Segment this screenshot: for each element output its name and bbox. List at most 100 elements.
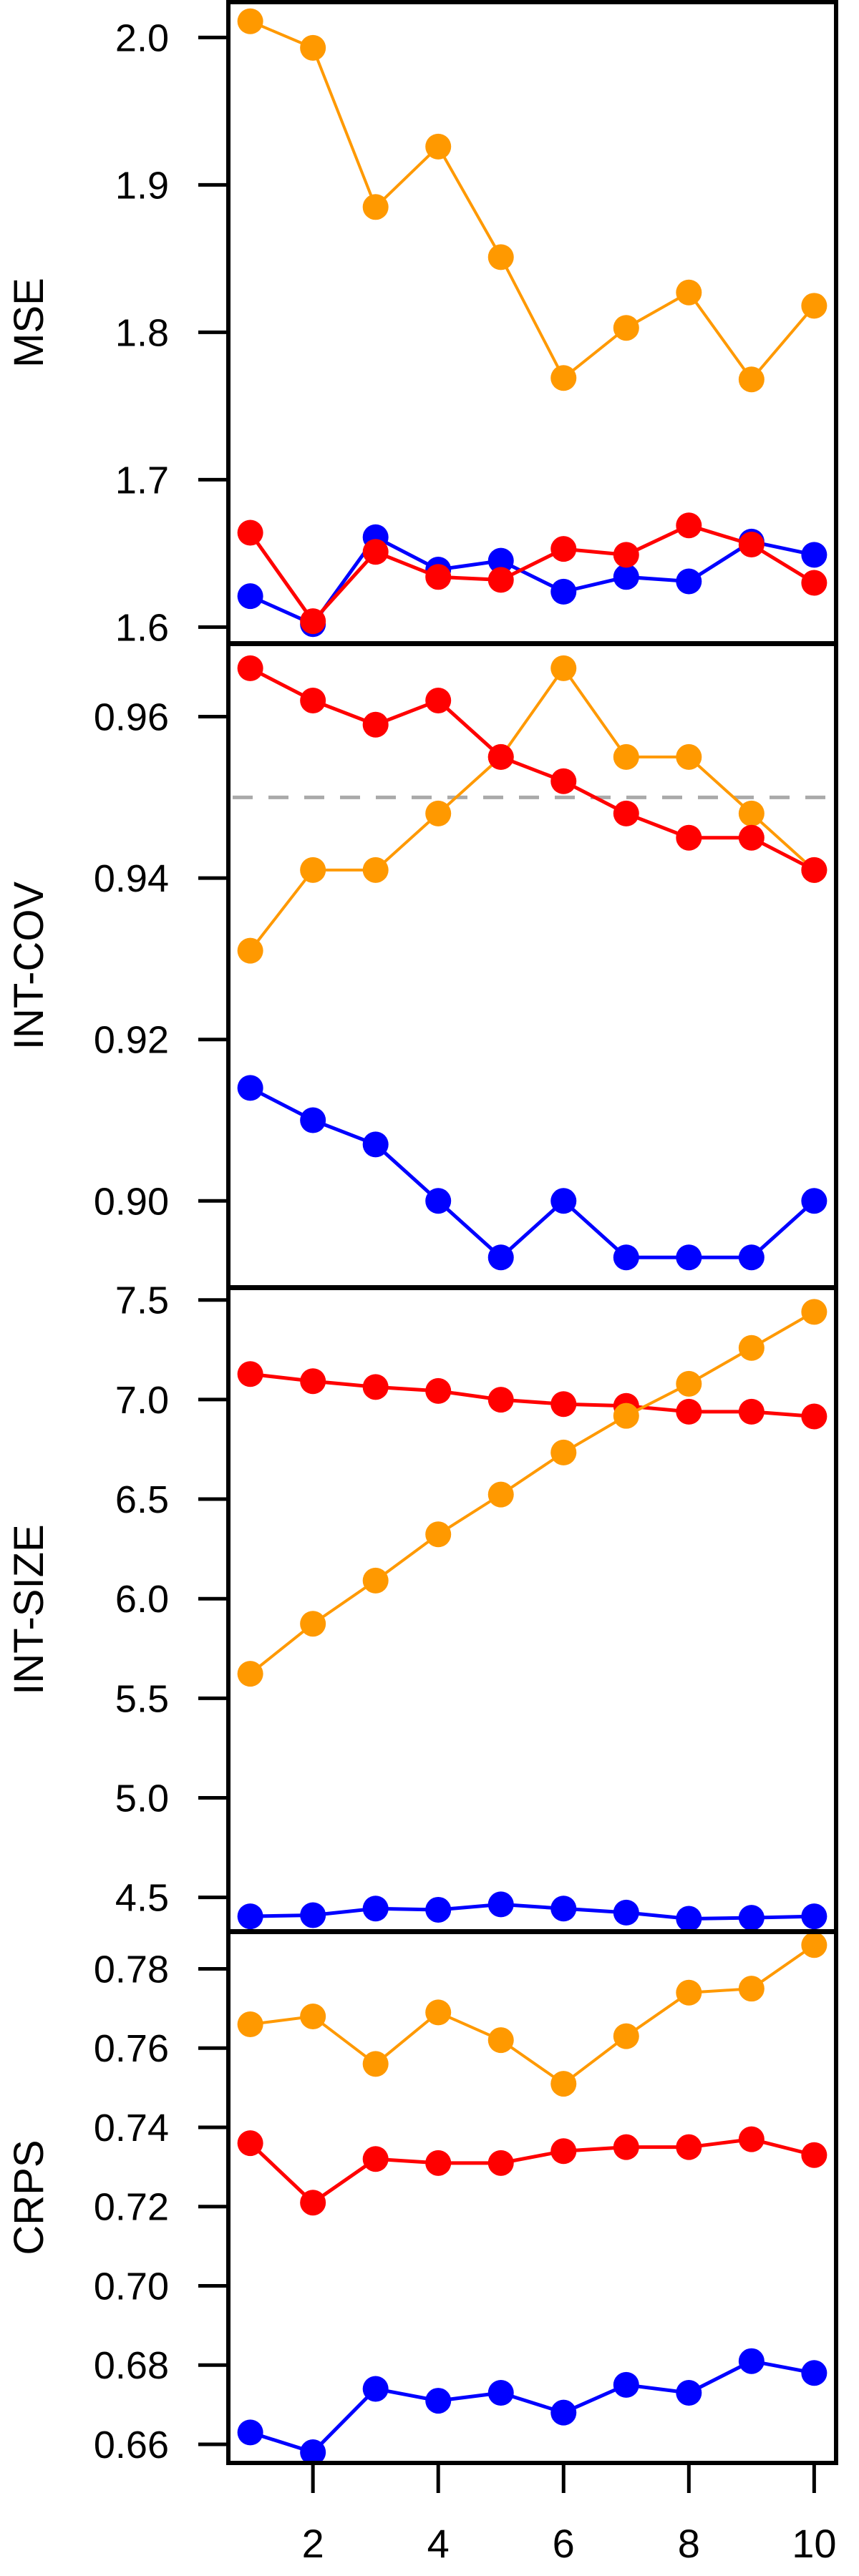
data-point-red <box>487 1387 514 1413</box>
data-point-blue <box>425 1896 452 1923</box>
y-tick-label: 5.0 <box>115 1777 169 1820</box>
data-point-red <box>362 1374 389 1400</box>
x-tick-label: 6 <box>553 2521 575 2566</box>
y-tick-label: 0.74 <box>94 2107 169 2150</box>
series-line-orange <box>249 19 815 382</box>
data-point-blue <box>237 1075 263 1101</box>
data-point-red <box>550 768 577 794</box>
data-point-blue <box>738 2348 765 2374</box>
series-line-blue <box>249 535 815 627</box>
data-point-red <box>425 2150 452 2176</box>
x-tick-label: 10 <box>792 2521 836 2566</box>
series-line-red <box>248 2137 815 2205</box>
data-point-blue <box>550 2399 577 2426</box>
data-point-blue <box>237 2419 263 2446</box>
data-point-orange <box>676 743 702 770</box>
data-point-red <box>738 531 765 557</box>
data-point-red <box>300 687 326 713</box>
data-point-red <box>487 567 514 593</box>
data-point-red <box>676 2134 702 2160</box>
data-point-blue <box>550 578 577 605</box>
y-axis-label: CRPS <box>6 2140 52 2255</box>
data-point-orange <box>487 2027 514 2054</box>
panel-frame <box>226 642 838 1289</box>
data-point-blue <box>425 2388 452 2414</box>
data-point-orange <box>300 1611 326 1637</box>
y-tick-label: 0.76 <box>94 2027 169 2070</box>
data-point-red <box>676 824 702 851</box>
y-tick-label: 0.92 <box>94 1019 169 1062</box>
series-line-orange <box>249 665 815 952</box>
data-point-red <box>801 1403 828 1430</box>
data-point-red <box>613 542 639 568</box>
data-point-orange <box>550 365 577 391</box>
y-tick-label: 7.5 <box>115 1279 169 1322</box>
data-point-blue <box>676 1244 702 1271</box>
data-point-orange <box>300 34 326 61</box>
data-point-orange <box>300 2003 326 2029</box>
panel-int-cov: 0.90 0.92 0.94 0.96 INT-COV <box>6 642 838 1289</box>
data-point-orange <box>425 1999 452 2026</box>
data-point-blue <box>676 568 702 595</box>
data-point-orange <box>550 655 577 681</box>
data-point-blue <box>676 2379 702 2406</box>
data-point-orange <box>362 2051 389 2077</box>
data-point-red <box>425 1377 452 1404</box>
data-point-blue <box>237 583 263 610</box>
data-point-blue <box>676 1906 702 1932</box>
y-tick-label: 0.68 <box>94 2344 169 2387</box>
data-point-red <box>738 1398 765 1425</box>
y-tick-label: 2.0 <box>115 16 169 59</box>
data-point-orange <box>237 8 263 34</box>
data-point-orange <box>676 1370 702 1397</box>
data-point-blue <box>550 1896 577 1922</box>
data-point-orange <box>613 743 639 770</box>
data-point-orange <box>613 2023 639 2049</box>
series-line-red <box>250 1372 815 1419</box>
data-point-blue <box>613 1244 639 1271</box>
data-point-orange <box>362 1567 389 1594</box>
data-point-blue <box>300 1107 326 1133</box>
data-point-red <box>487 2150 514 2176</box>
y-tick-label: 1.8 <box>115 311 169 354</box>
y-tick-label: 0.78 <box>94 1948 169 1991</box>
data-point-red <box>613 2134 639 2160</box>
data-point-blue <box>487 547 514 574</box>
y-axis-label: INT-COV <box>6 882 52 1050</box>
series-line-red <box>249 666 815 872</box>
data-point-blue <box>487 2379 514 2406</box>
data-point-red <box>237 655 263 681</box>
series-line-blue <box>249 1086 816 1260</box>
x-tick-label: 8 <box>678 2521 700 2566</box>
y-tick-label: 0.94 <box>94 857 169 900</box>
y-tick-label: 1.7 <box>115 459 169 502</box>
data-point-red <box>425 564 452 590</box>
series-line-blue <box>250 1902 815 1921</box>
data-point-orange <box>613 315 639 341</box>
data-point-orange <box>738 366 765 393</box>
series-line-orange <box>249 1310 815 1675</box>
data-point-blue <box>801 2360 828 2386</box>
data-point-blue <box>801 1903 828 1930</box>
data-point-blue <box>550 1188 577 1214</box>
data-point-red <box>738 2126 765 2152</box>
x-tick-label: 2 <box>302 2521 324 2566</box>
y-tick-label: 6.5 <box>115 1478 169 1521</box>
data-point-red <box>550 2138 577 2165</box>
data-point-red <box>613 800 639 826</box>
data-point-red <box>237 1361 263 1387</box>
y-tick-label: 0.72 <box>94 2186 169 2229</box>
data-point-blue <box>300 1902 326 1928</box>
data-point-blue <box>425 1188 452 1214</box>
y-tick-label: 6.0 <box>115 1578 169 1621</box>
data-point-red <box>550 536 577 562</box>
data-point-blue <box>237 1903 263 1930</box>
y-tick-label: 0.90 <box>94 1180 169 1223</box>
panel-crps: 0.66 0.68 0.70 0.72 0.74 0.76 0.78 CRPS <box>6 1930 838 2467</box>
data-point-orange <box>738 800 765 826</box>
data-point-orange <box>550 1439 577 1465</box>
data-point-orange <box>676 279 702 306</box>
data-point-red <box>676 512 702 539</box>
data-point-orange <box>676 1979 702 2006</box>
